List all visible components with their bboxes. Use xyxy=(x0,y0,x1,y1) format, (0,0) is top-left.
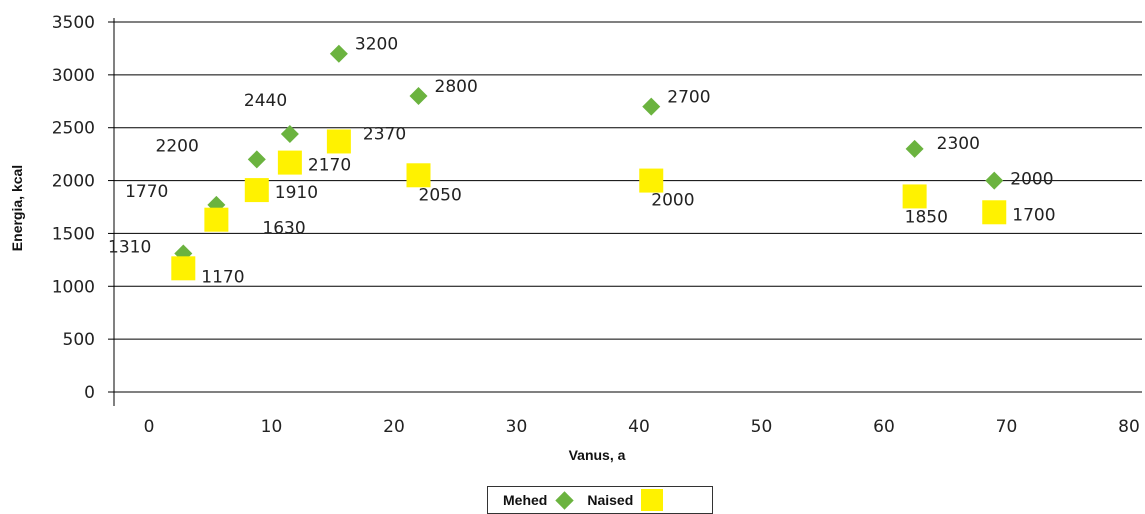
y-tick-label: 2500 xyxy=(52,119,95,139)
x-tick-labels: 0 10 20 30 40 50 60 70 80 xyxy=(144,417,1140,437)
data-label-naised: 2170 xyxy=(308,156,351,176)
data-label-mehed: 3200 xyxy=(355,35,398,55)
x-tick-label: 50 xyxy=(751,417,773,437)
x-tick-label: 70 xyxy=(996,417,1018,437)
data-label-mehed: 2200 xyxy=(156,136,199,156)
point-mehed xyxy=(905,139,924,158)
legend-label-naised: Naised xyxy=(587,492,634,508)
gridlines xyxy=(114,21,1142,340)
scatter-chart: 0 500 1000 1500 2000 2500 3000 3500 0 10 20 30 40 50… xyxy=(9,13,1142,463)
data-label-naised: 1170 xyxy=(201,267,244,287)
data-points xyxy=(171,44,1007,281)
data-label-mehed: 1310 xyxy=(108,238,151,258)
data-label-naised: 1630 xyxy=(262,219,305,239)
x-tick-label: 60 xyxy=(873,417,895,437)
data-label-naised: 2050 xyxy=(419,185,462,205)
point-mehed xyxy=(329,44,348,63)
point-naised xyxy=(406,163,431,188)
point-mehed xyxy=(985,171,1004,190)
point-naised xyxy=(204,207,229,232)
y-tick-label: 1500 xyxy=(52,224,95,244)
point-naised xyxy=(982,200,1007,225)
data-label-mehed: 2800 xyxy=(435,77,478,97)
point-mehed xyxy=(247,150,266,169)
data-label-naised: 2000 xyxy=(651,191,694,211)
point-naised xyxy=(171,256,196,281)
x-tick-label: 40 xyxy=(628,417,650,437)
data-label-mehed: 2440 xyxy=(244,91,287,111)
data-label-naised: 1850 xyxy=(905,207,948,227)
y-tick-label: 1000 xyxy=(52,277,95,297)
axes xyxy=(108,18,1142,406)
x-tick-label: 30 xyxy=(506,417,528,437)
y-tick-label: 3500 xyxy=(52,13,95,33)
x-axis-title: Vanus, a xyxy=(569,447,626,463)
data-label-naised: 1910 xyxy=(275,183,318,203)
point-mehed xyxy=(280,125,299,144)
y-tick-label: 2000 xyxy=(52,172,95,192)
x-tick-label: 0 xyxy=(144,417,155,437)
point-naised xyxy=(277,150,302,175)
data-label-mehed: 2000 xyxy=(1010,170,1053,190)
point-naised xyxy=(639,168,664,193)
y-tick-label: 0 xyxy=(84,383,95,403)
point-mehed xyxy=(642,97,661,116)
x-tick-label: 10 xyxy=(261,417,283,437)
data-label-naised: 2370 xyxy=(363,124,406,144)
point-mehed xyxy=(409,87,428,105)
y-tick-label: 500 xyxy=(63,330,95,350)
data-label-mehed: 2300 xyxy=(937,134,980,154)
y-axis-title: Energia, kcal xyxy=(9,165,25,251)
data-label-naised: 1700 xyxy=(1012,205,1055,225)
legend-square-icon xyxy=(641,489,664,511)
y-tick-label: 3000 xyxy=(52,66,95,86)
point-naised xyxy=(902,184,927,209)
data-label-mehed: 2700 xyxy=(667,88,710,108)
y-tick-labels: 0 500 1000 1500 2000 2500 3000 3500 xyxy=(52,13,95,403)
point-naised xyxy=(326,129,351,154)
legend-diamond-icon xyxy=(555,490,575,510)
data-labels: 1310 1770 2200 2440 3200 2800 2700 2300 2000 1170… xyxy=(108,35,1055,288)
legend-label-mehed: Mehed xyxy=(503,492,548,508)
x-tick-label: 80 xyxy=(1118,417,1140,437)
data-label-mehed: 1770 xyxy=(125,182,168,202)
legend: Mehed Naised xyxy=(487,486,713,514)
x-tick-label: 20 xyxy=(383,417,405,437)
point-naised xyxy=(244,178,269,203)
